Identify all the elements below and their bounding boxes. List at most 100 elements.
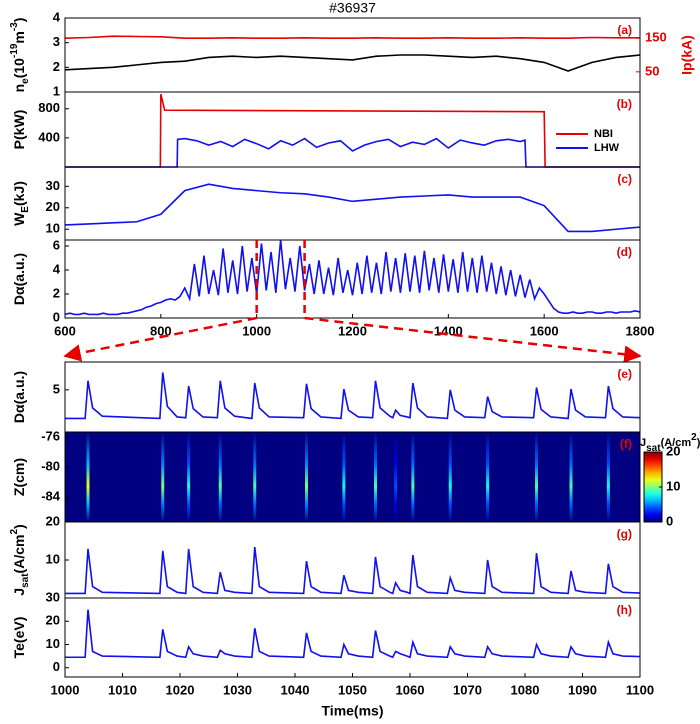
x-tick-label: 1080 <box>511 682 540 697</box>
y-tick-label: 10 <box>46 221 60 236</box>
chart-title: #36937 <box>329 0 376 16</box>
y2-tick-label: 150 <box>645 30 667 45</box>
x-tick-label: 1010 <box>108 682 137 697</box>
y-axis-label: Dα(a.u.) <box>11 371 27 423</box>
y-axis-label: ne(10-19m-3) <box>9 18 31 93</box>
y-tick-label: 10 <box>46 551 60 566</box>
y-axis-label: Te(eV) <box>11 617 27 659</box>
y-tick-label: 800 <box>38 100 60 115</box>
x-tick-label: 1000 <box>242 323 271 338</box>
y-axis-label-part: Z(cm) <box>11 458 27 496</box>
panel-tag: (c) <box>617 172 632 186</box>
y-axis-label-part: ) <box>11 524 27 529</box>
y-tick-label: 2 <box>53 285 60 300</box>
y-tick-label: 30 <box>46 178 60 193</box>
y-tick-label: 5 <box>53 381 60 396</box>
heat-stripe <box>411 432 415 522</box>
axes-frame <box>64 17 641 93</box>
heat-stripe <box>253 432 257 522</box>
y-axis-label-part: sat <box>20 573 31 588</box>
legend-box <box>551 125 637 157</box>
x-tick-label: 1040 <box>281 682 310 697</box>
colorbar-label: Jsat(A/cm2) <box>640 432 700 454</box>
y-tick-label: 3 <box>53 34 60 49</box>
series-line <box>64 54 641 72</box>
y-tick-label: -84 <box>41 489 61 504</box>
y-axis-label-part: W <box>11 212 27 226</box>
y-tick-label: 1 <box>53 83 60 98</box>
x-tick-label: 1000 <box>51 682 80 697</box>
axes-frame <box>64 521 641 599</box>
y-axis-label-part: (10 <box>11 58 27 78</box>
y-axis-label-part: -19 <box>9 43 20 58</box>
x-tick-label: 1090 <box>568 682 597 697</box>
series-line <box>64 239 641 316</box>
y-tick-label: -76 <box>41 429 60 444</box>
y-tick-label: 20 <box>46 199 60 214</box>
panel-tag: (d) <box>617 245 632 259</box>
y-axis-label-part: n <box>11 84 27 93</box>
y-axis-label: Dα(a.u.) <box>11 253 27 305</box>
x-tick-label: 1060 <box>396 682 425 697</box>
x-tick-label: 1020 <box>166 682 195 697</box>
series-line <box>65 609 641 659</box>
zoom-arrow <box>304 316 642 363</box>
colorbar-label-part: sat <box>646 443 661 454</box>
y-axis-label-part: Dα(a.u.) <box>11 253 27 305</box>
panel-tag: (b) <box>617 97 632 111</box>
series-line <box>65 372 641 420</box>
y-axis-label-part: J <box>11 588 27 596</box>
heat-stripe <box>342 432 346 522</box>
y-tick-label: 6 <box>53 237 60 252</box>
heat-stripe <box>535 432 538 522</box>
y2-tick-label: 50 <box>645 63 659 78</box>
heat-stripe <box>374 432 377 522</box>
colorbar-label-part: 2 <box>691 432 697 443</box>
x-tick-label: 1100 <box>626 682 654 697</box>
panel-tag: (a) <box>617 23 632 37</box>
x-tick-label: 600 <box>54 323 76 338</box>
y-tick-label: 4 <box>53 9 61 24</box>
colorbar-label-part: (A/cm <box>661 437 692 449</box>
panel-tag: (f) <box>620 437 632 451</box>
x-tick-label: 1800 <box>626 323 655 338</box>
colorbar-label-part: J <box>640 437 646 449</box>
heat-stripe <box>305 432 308 522</box>
colorbar-tick-label: 0 <box>666 513 673 528</box>
y-tick-label: 20 <box>46 513 60 528</box>
y-tick-label: 2 <box>53 59 60 74</box>
y-axis-label: P(kW) <box>11 110 27 150</box>
series-line <box>65 546 641 595</box>
y-axis-label-part: Dα(a.u.) <box>11 371 27 423</box>
y-tick-label: 400 <box>38 129 60 144</box>
heat-stripe <box>486 432 490 522</box>
y-axis-label-part: E <box>20 206 31 213</box>
y-axis-label: WE(kJ) <box>11 181 31 226</box>
y-axis-label-part: e <box>20 78 31 84</box>
heatmap-background <box>65 432 640 522</box>
y-axis-label-part: -3 <box>9 22 20 31</box>
heat-stripe <box>86 432 90 522</box>
x-axis-label: Time(ms) <box>322 703 384 719</box>
x-tick-label: 1070 <box>453 682 482 697</box>
heat-stripe <box>394 432 398 522</box>
series-line <box>64 35 640 39</box>
heat-stripe <box>606 432 610 522</box>
y-axis-label-part: (A/cm <box>11 535 27 574</box>
x-tick-label: 1600 <box>530 323 559 338</box>
y-tick-label: -80 <box>41 459 60 474</box>
legend-label: NBI <box>594 128 613 140</box>
y-axis-label-part: 2 <box>9 529 20 535</box>
y-axis-label-part: P(kW) <box>11 110 27 150</box>
x-tick-label: 1200 <box>338 323 367 338</box>
colorbar-tick-label: 20 <box>666 443 680 458</box>
heat-stripe <box>569 432 573 522</box>
heat-stripe <box>218 432 222 522</box>
colorbar-tick-label: 10 <box>666 478 680 493</box>
axes-frame <box>64 597 641 678</box>
y-tick-label: 20 <box>46 613 60 628</box>
y-tick-label: 30 <box>46 589 60 604</box>
y-axis-label-part: ) <box>11 18 27 23</box>
series-line <box>65 137 640 168</box>
y-axis-label-part: Te(eV) <box>11 617 27 659</box>
